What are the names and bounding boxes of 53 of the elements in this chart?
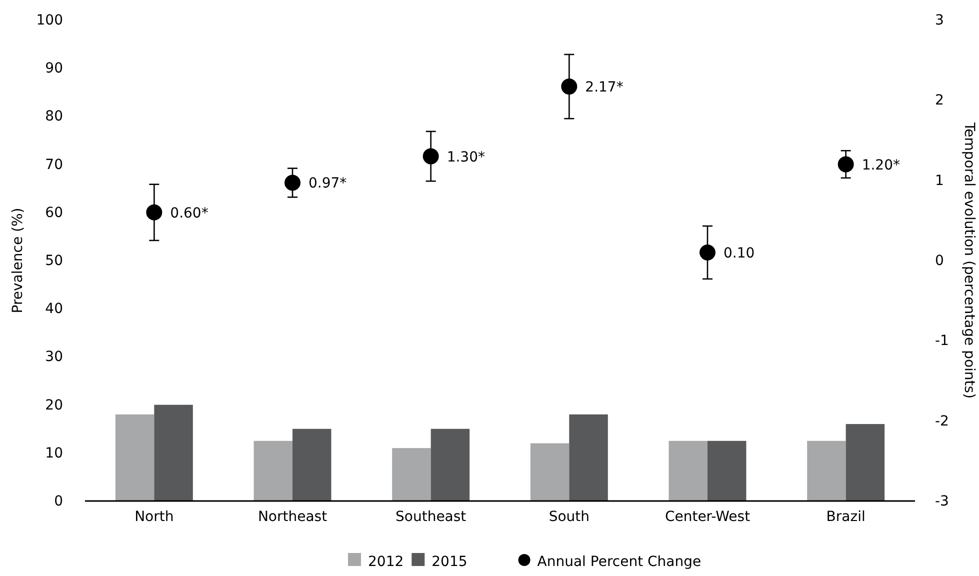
x-tick-label: Northeast [258, 508, 328, 525]
bar [254, 440, 292, 501]
bar [392, 448, 431, 501]
y-tick-label: 90 [45, 60, 63, 77]
legend-label: 2012 [368, 554, 404, 570]
y2-tick-label: 3 [935, 12, 944, 28]
data-label: 0.97* [308, 176, 347, 192]
point [700, 244, 716, 260]
y2-tick-label: -3 [935, 493, 949, 510]
y2-tick-label: 1 [935, 172, 944, 189]
y2-tick-label: -2 [935, 413, 949, 430]
bar [115, 414, 154, 501]
legend-label: 2015 [432, 554, 468, 570]
y-tick-label: 100 [36, 12, 63, 28]
point [284, 174, 300, 191]
y-tick-label: 10 [45, 445, 63, 462]
y-tick-label: 50 [45, 252, 63, 269]
x-tick-label: Brazil [826, 508, 866, 525]
bar [292, 428, 332, 501]
y2-axis-title: Temporal evolution (percentage points) [961, 121, 977, 399]
y-tick-label: 60 [45, 204, 63, 221]
bar [668, 440, 708, 501]
bar [807, 440, 846, 501]
y2-tick-label: -1 [935, 333, 949, 350]
bar [530, 443, 570, 501]
point [422, 148, 439, 164]
point [561, 78, 578, 95]
y2-tick-label: 2 [935, 92, 944, 109]
y-tick-label: 80 [45, 108, 63, 125]
data-label: 1.30* [446, 149, 486, 166]
y-tick-label: 70 [45, 156, 63, 173]
y-tick-label: 40 [45, 301, 63, 318]
point [146, 204, 162, 220]
y-tick-label: 20 [45, 397, 63, 414]
bar [430, 428, 470, 501]
bar [708, 440, 746, 501]
x-tick-label: Southeast [395, 508, 467, 525]
bar [846, 424, 885, 501]
data-label: 0.10 [724, 245, 755, 262]
point [838, 156, 854, 172]
y2-tick-label: 0 [935, 252, 944, 269]
data-label: 1.20* [862, 157, 900, 174]
x-tick-label: North [134, 508, 174, 525]
legend-label: Annual Percent Change [537, 554, 702, 570]
data-label: 2.17* [585, 80, 624, 96]
x-tick-label: South [548, 508, 590, 525]
y-tick-label: 30 [45, 349, 63, 366]
bar [154, 404, 193, 501]
y-axis-title: Prevalence (%) [10, 208, 26, 314]
x-tick-label: Center-West [664, 508, 751, 525]
y-tick-label: 0 [54, 493, 63, 510]
bar [569, 414, 608, 501]
data-label: 0.60* [170, 205, 208, 222]
